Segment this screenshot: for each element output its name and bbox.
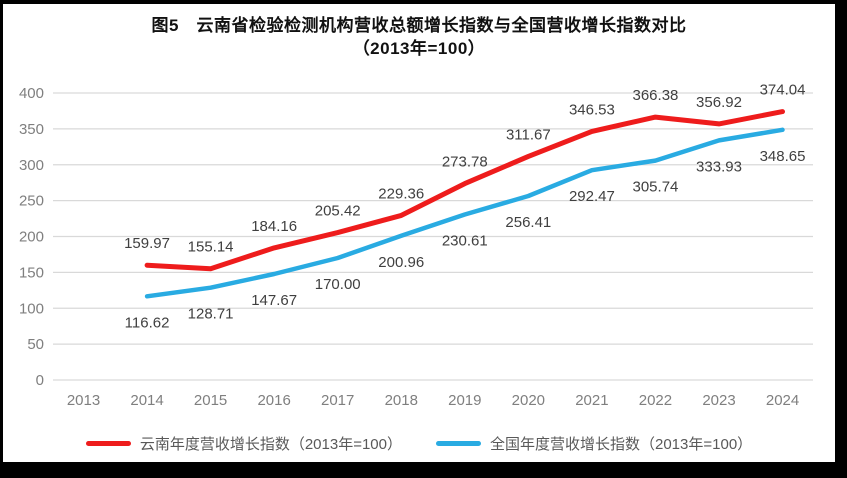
data-label: 292.47 [569,188,615,205]
y-axis-tick-label: 400 [19,85,44,102]
line-chart-plot-area: 0 50 100 150 200 250 300 350 400 2013 2014 2015 2016… [19,82,813,409]
data-label: 159.97 [124,235,170,252]
x-axis-tick-label: 2017 [321,392,354,409]
x-axis-tick-label: 2024 [766,392,799,409]
data-label: 333.93 [696,158,742,175]
data-label: 273.78 [442,154,488,171]
x-axis-tick-label: 2021 [575,392,608,409]
data-label: 170.00 [315,276,361,293]
national-series-line [144,127,785,299]
x-axis-tick-label: 2019 [448,392,481,409]
y-axis-tick-label: 350 [19,121,44,138]
data-label: 200.96 [378,254,424,271]
national-series-color-swatch [436,441,481,446]
x-axis-tick-label: 2020 [512,392,545,409]
x-axis-tick-label: 2016 [257,392,290,409]
x-axis-tick-label: 2013 [67,392,100,409]
data-label: 366.38 [633,87,679,104]
x-axis-tick-label: 2015 [194,392,227,409]
chart-title-line2: （2013年=100） [352,39,486,58]
national-series-label: 全国年度营收增长指数（2013年=100） [490,436,753,453]
data-label: 346.53 [569,101,615,118]
chart-panel: 图5 云南省检验检测机构营收总额增长指数与全国营收增长指数对比 （2013年=1… [3,4,835,462]
data-label: 116.62 [125,314,170,331]
data-label: 305.74 [633,179,679,196]
yunnan-series-color-swatch [85,441,131,446]
data-label: 256.41 [505,214,551,231]
chart-title-line1: 图5 云南省检验检测机构营收总额增长指数与全国营收增长指数对比 [151,16,687,35]
data-label: 147.67 [251,292,297,309]
y-axis-tick-label: 150 [19,264,44,281]
y-axis-tick-label: 300 [19,157,44,174]
legend-item-yunnan: 云南年度营收增长指数（2013年=100） [85,433,402,454]
yunnan-series-line [144,109,785,272]
data-label: 348.65 [760,148,806,165]
data-label: 184.16 [251,218,297,235]
data-label: 229.36 [378,185,424,202]
chart-legend: 云南年度营收增长指数（2013年=100） 全国年度营收增长指数（2013年=1… [3,433,835,454]
data-label: 128.71 [188,306,234,323]
data-label: 311.67 [506,126,551,143]
x-axis-tick-label: 2018 [385,392,418,409]
chart-title: 图5 云南省检验检测机构营收总额增长指数与全国营收增长指数对比 （2013年=1… [3,14,835,60]
legend-item-national: 全国年度营收增长指数（2013年=100） [436,433,752,454]
y-axis-tick-label: 100 [19,300,44,317]
x-axis-tick-label: 2014 [130,392,163,409]
x-axis-tick-label: 2022 [639,392,672,409]
data-label: 155.14 [188,239,234,256]
data-label: 205.42 [315,203,361,220]
y-axis-tick-label: 250 [19,193,44,210]
data-label: 356.92 [696,94,742,111]
data-label: 230.61 [442,233,488,250]
yunnan-series-label: 云南年度营收增长指数（2013年=100） [139,436,402,453]
data-label: 374.04 [760,82,806,99]
y-axis-tick-label: 200 [19,229,44,246]
y-axis-tick-label: 0 [36,372,44,389]
x-axis-tick-label: 2023 [702,392,735,409]
y-axis-tick-label: 50 [27,336,44,353]
